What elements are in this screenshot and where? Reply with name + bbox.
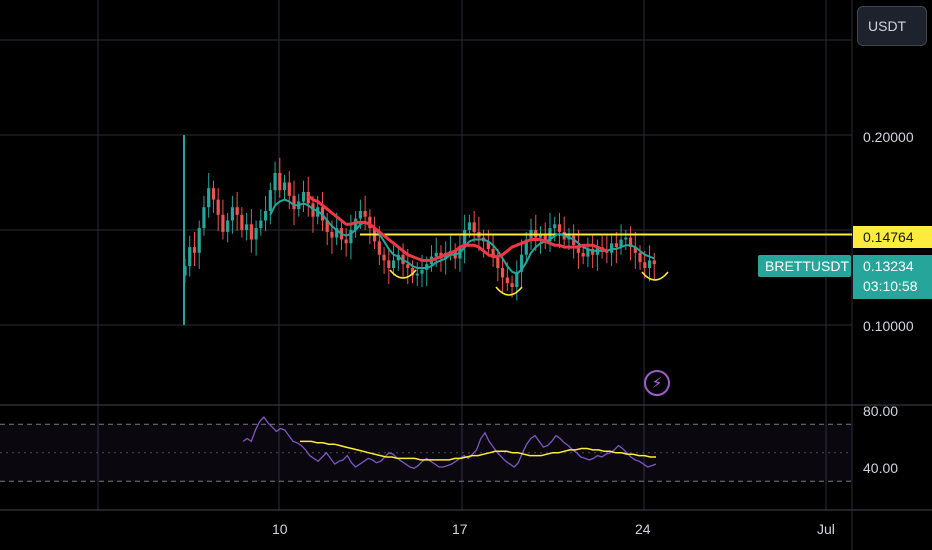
- candle: [344, 239, 348, 244]
- candle: [524, 239, 528, 255]
- candle: [505, 277, 509, 284]
- candle: [391, 260, 396, 268]
- candle: [216, 199, 220, 215]
- last-price-value: 0.13234: [863, 258, 914, 274]
- rsi-tick-label: 40.00: [863, 460, 898, 476]
- candle: [515, 271, 519, 287]
- candle: [638, 252, 642, 263]
- candle: [377, 241, 381, 255]
- support-arc: [389, 269, 417, 279]
- candle: [387, 260, 391, 268]
- candle: [192, 247, 197, 253]
- candle: [519, 254, 524, 272]
- candle: [235, 207, 239, 215]
- candle: [240, 214, 244, 230]
- candle: [586, 249, 590, 257]
- candle: [543, 233, 547, 242]
- ma-fast-line: [269, 198, 655, 275]
- candle: [254, 228, 258, 240]
- candle: [354, 218, 358, 230]
- time-tick-label: 10: [272, 521, 288, 537]
- price-tick-label: 0.10000: [863, 318, 914, 334]
- candle: [230, 207, 234, 221]
- candle: [325, 220, 329, 232]
- ma-slow-line: [307, 194, 608, 262]
- candle: [335, 228, 339, 238]
- candle: [500, 268, 505, 278]
- candle: [614, 243, 618, 248]
- candle: [581, 252, 585, 257]
- candle: [406, 264, 410, 268]
- indicators: [0, 194, 852, 482]
- candle: [197, 228, 201, 253]
- candle: [619, 239, 623, 248]
- time-tick-label: Jul: [817, 521, 835, 537]
- candles: [183, 135, 656, 325]
- candle: [349, 230, 353, 244]
- candle: [282, 182, 287, 191]
- candle: [420, 269, 424, 274]
- candle: [491, 249, 495, 257]
- last-price-tag: 0.13234 03:10:58: [853, 255, 932, 299]
- support-arc: [495, 286, 523, 296]
- level-price-tag: 0.14764: [853, 226, 932, 248]
- candle: [188, 247, 192, 267]
- candle: [268, 190, 272, 211]
- candle: [245, 224, 249, 230]
- candle: [249, 224, 253, 240]
- candle: [576, 245, 581, 253]
- candle: [207, 188, 211, 208]
- currency-button[interactable]: USDT: [857, 6, 927, 46]
- candle: [287, 182, 291, 196]
- candle: [633, 247, 637, 253]
- candle: [278, 173, 282, 191]
- candle: [410, 268, 415, 276]
- lightning-bolt-icon[interactable]: ⚡︎: [644, 370, 670, 396]
- candle: [292, 195, 296, 210]
- rsi-tick-label: 80.00: [863, 403, 898, 419]
- candle: [382, 254, 386, 261]
- rsi-ma-line: [300, 440, 656, 461]
- candle: [486, 241, 490, 249]
- candle: [557, 224, 562, 232]
- candle: [643, 262, 647, 268]
- candle: [263, 211, 268, 221]
- candle: [463, 230, 467, 248]
- candle: [363, 211, 367, 217]
- bar-countdown: 03:10:58: [863, 278, 918, 294]
- candle: [211, 188, 216, 200]
- candle: [467, 222, 471, 230]
- time-tick-label: 24: [635, 521, 651, 537]
- axis-labels: 0.20000 0.10000 80.00 40.00 10 17 24 Jul: [272, 129, 914, 537]
- candle: [538, 233, 543, 238]
- rsi-line: [242, 416, 657, 470]
- candle: [330, 231, 334, 238]
- time-tick-label: 17: [452, 521, 468, 537]
- candle: [628, 237, 633, 248]
- candle: [273, 173, 277, 191]
- candle: [202, 207, 206, 229]
- candle: [647, 260, 652, 268]
- candle: [496, 256, 500, 268]
- candle: [415, 273, 419, 276]
- candle: [472, 222, 476, 232]
- candle: [434, 252, 438, 257]
- candle: [301, 192, 306, 202]
- candle: [221, 214, 225, 232]
- price-tick-label: 0.20000: [863, 129, 914, 145]
- symbol-tag: BRETTUSDT: [758, 255, 851, 277]
- candle: [368, 216, 372, 229]
- candle: [510, 283, 514, 287]
- candle: [259, 220, 263, 229]
- support-arc: [641, 271, 669, 281]
- currency-label: USDT: [868, 18, 907, 34]
- candle: [358, 211, 362, 219]
- candle: [183, 266, 187, 276]
- candle: [652, 260, 656, 265]
- candle: [553, 224, 557, 229]
- candle: [226, 220, 230, 232]
- candle: [624, 237, 628, 240]
